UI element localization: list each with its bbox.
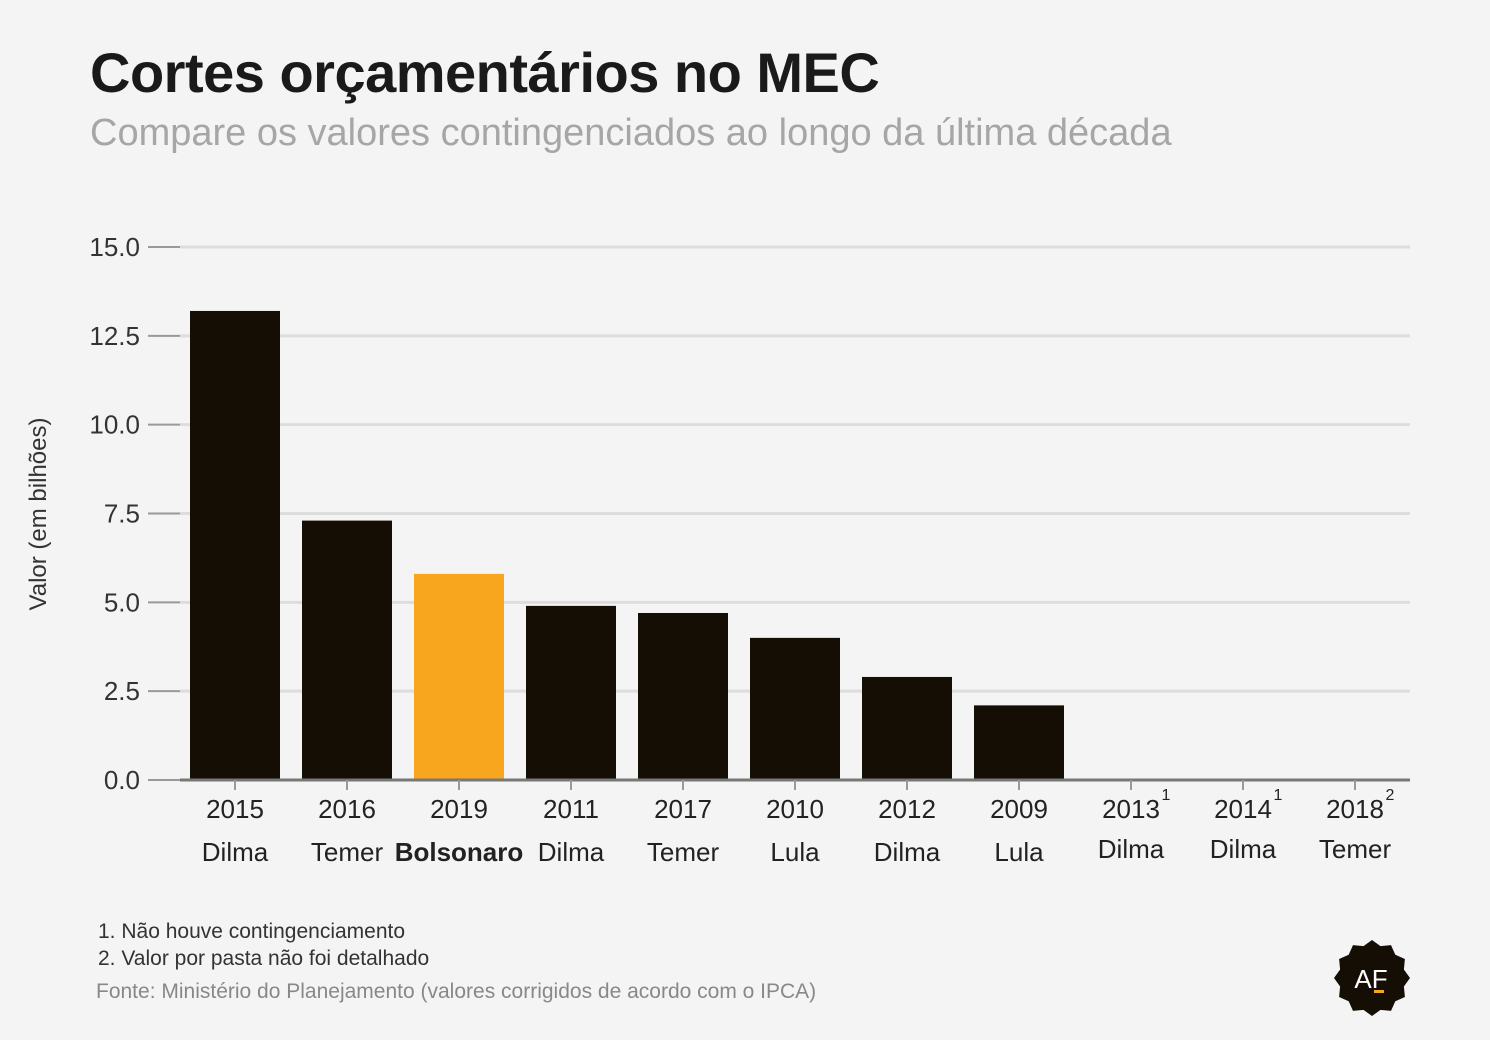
bar-2011: [526, 605, 616, 780]
x-name-label: Lula: [770, 837, 820, 867]
x-year-label: 2013: [1102, 794, 1160, 824]
y-tick-label: 5.0: [104, 587, 140, 617]
x-name-label: Temer: [647, 837, 720, 867]
bar-2015: [190, 310, 280, 780]
category-labels: 2015 Dilma 2016 Temer 2019 Bolsonaro 2011 Dilma…: [202, 787, 1395, 867]
chart-title: Cortes orçamentários no MEC: [90, 41, 880, 104]
footnote-marker: 2: [1386, 787, 1395, 804]
x-name-label: Dilma: [1098, 834, 1165, 864]
y-tick-label: 7.5: [104, 499, 140, 529]
x-name-label: Temer: [1319, 834, 1392, 864]
x-year-label: 2012: [878, 794, 936, 824]
x-name-label: Lula: [994, 837, 1044, 867]
bar-2012: [862, 676, 952, 780]
x-name-label: Dilma: [874, 837, 941, 867]
footnote-marker: 1: [1162, 787, 1171, 804]
bar-chart: 0.0 2.5 5.0 7.5 10.0 12.5 15.0 2015 Dilma 2016 Te…: [25, 232, 1410, 867]
x-year-label: 2014: [1214, 794, 1272, 824]
x-name-label: Dilma: [202, 837, 269, 867]
af-seal-logo-icon: AF: [1334, 940, 1410, 1016]
x-name-label: Temer: [311, 837, 384, 867]
logo-accent: [1374, 990, 1384, 993]
x-year-label: 2018: [1326, 794, 1384, 824]
logo-text: AF: [1354, 964, 1387, 994]
y-tick-label: 15.0: [89, 232, 140, 262]
x-year-label: 2010: [766, 794, 824, 824]
x-year-label: 2017: [654, 794, 712, 824]
y-tick-label: 2.5: [104, 676, 140, 706]
y-axis-label: Valor (em bilhões): [25, 418, 52, 611]
bar-2010: [750, 637, 840, 780]
y-tick-label: 10.0: [89, 410, 140, 440]
x-name-label: Dilma: [538, 837, 605, 867]
y-tick-label: 0.0: [104, 765, 140, 795]
bar-2016: [302, 520, 392, 780]
bar-2017: [638, 612, 728, 780]
footnotes: 1. Não houve contingenciamento 2. Valor …: [98, 918, 429, 972]
x-year-label: 2019: [430, 794, 488, 824]
axes: 0.0 2.5 5.0 7.5 10.0 12.5 15.0: [89, 232, 1410, 795]
x-year-label: 2009: [990, 794, 1048, 824]
y-tick-label: 12.5: [89, 321, 140, 351]
chart-subtitle: Compare os valores contingenciados ao lo…: [90, 112, 1172, 154]
source-note: Fonte: Ministério do Planejamento (valor…: [96, 980, 817, 1003]
bars: [190, 310, 1064, 780]
x-year-label: 2016: [318, 794, 376, 824]
x-year-label: 2011: [543, 794, 599, 824]
bar-2019: [414, 573, 504, 780]
footnote-marker: 1: [1274, 787, 1283, 804]
bar-2009: [974, 705, 1064, 780]
x-name-label: Dilma: [1210, 834, 1277, 864]
x-year-label: 2015: [206, 794, 264, 824]
footnote-2: 2. Valor por pasta não foi detalhado: [98, 947, 430, 970]
footnote-1: 1. Não houve contingenciamento: [98, 920, 406, 943]
x-name-label: Bolsonaro: [395, 837, 524, 867]
seal-shape: [1334, 940, 1410, 1016]
